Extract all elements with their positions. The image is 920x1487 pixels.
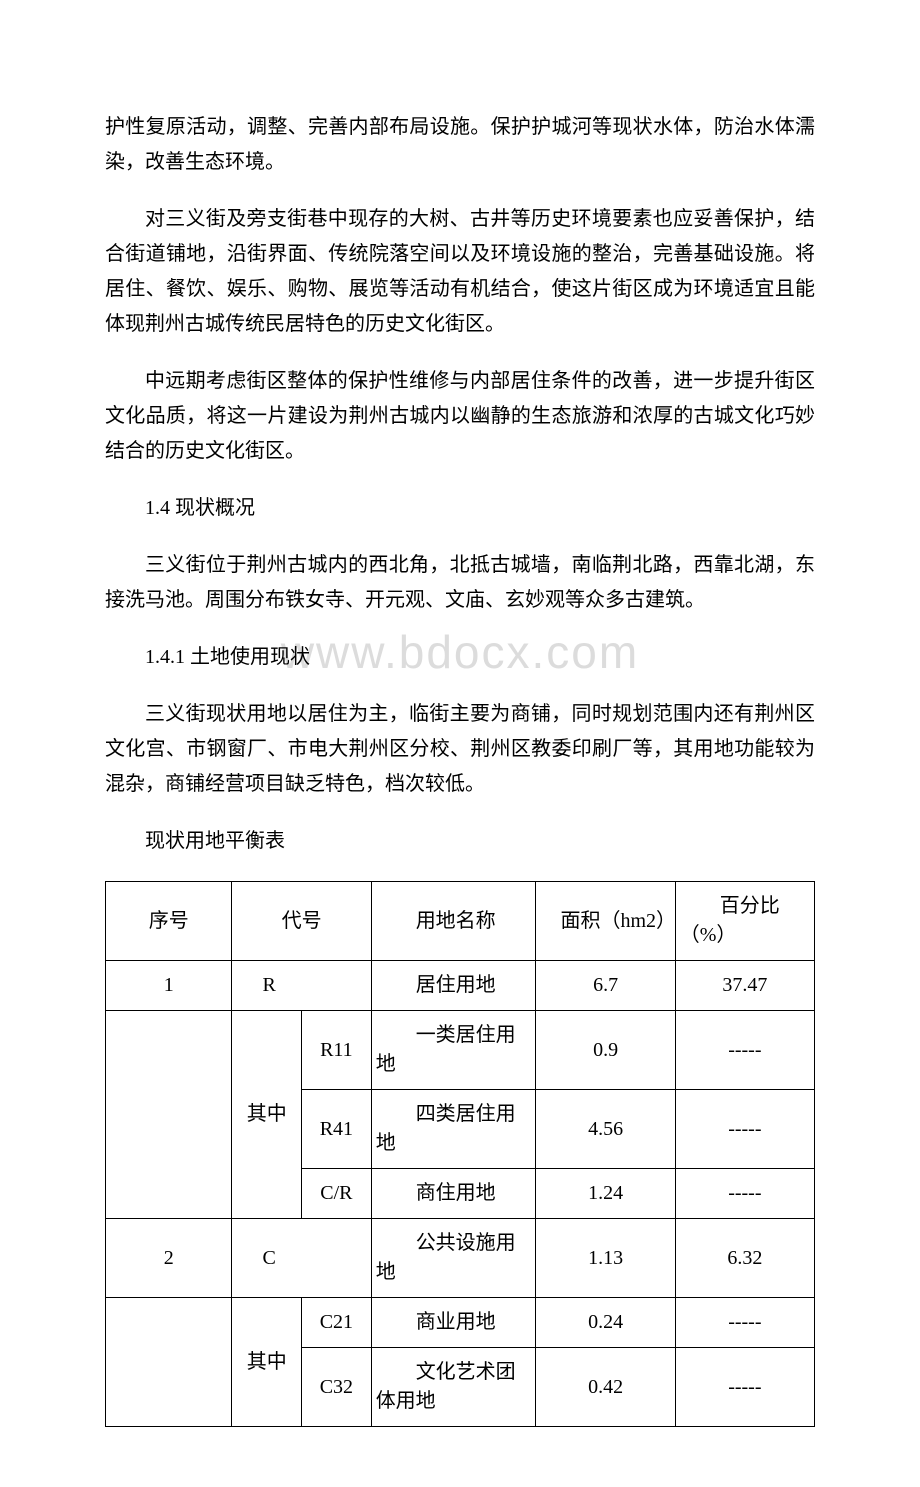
cell-subcode: C32 bbox=[302, 1348, 372, 1427]
cell-area: 0.9 bbox=[536, 1011, 675, 1090]
cell-name: 商业用地 bbox=[371, 1298, 536, 1348]
table-row: 其中 C21 商业用地 0.24 ----- bbox=[106, 1298, 815, 1348]
table-caption: 现状用地平衡表 bbox=[105, 824, 815, 859]
cell-area: 4.56 bbox=[536, 1090, 675, 1169]
cell-code: R bbox=[232, 961, 371, 1011]
cell-dash: ----- bbox=[675, 1348, 814, 1427]
cell-seq: 2 bbox=[106, 1219, 232, 1298]
document-body: 护性复原活动，调整、完善内部布局设施。保护护城河等现状水体，防治水体濡染，改善生… bbox=[105, 110, 815, 1427]
cell-dash: ----- bbox=[675, 1011, 814, 1090]
table-header-row: 序号 代号 用地名称 面积（hm2） 百分比（%） bbox=[106, 882, 815, 961]
cell-dash: ----- bbox=[675, 1169, 814, 1219]
cell-area: 1.24 bbox=[536, 1169, 675, 1219]
table-row: 1 R 居住用地 6.7 37.47 bbox=[106, 961, 815, 1011]
table-row: 2 C 公共设施用地 1.13 6.32 bbox=[106, 1219, 815, 1298]
cell-area: 0.24 bbox=[536, 1298, 675, 1348]
th-name: 用地名称 bbox=[371, 882, 536, 961]
cell-name: 文化艺术团体用地 bbox=[371, 1348, 536, 1427]
table-row: 其中 R11 一类居住用地 0.9 ----- bbox=[106, 1011, 815, 1090]
cell-area: 1.13 bbox=[536, 1219, 675, 1298]
cell-name: 居住用地 bbox=[371, 961, 536, 1011]
section-heading: 1.4.1 土地使用现状 bbox=[105, 640, 815, 675]
cell-pct: 37.47 bbox=[675, 961, 814, 1011]
th-code: 代号 bbox=[232, 882, 371, 961]
cell-group-label: 其中 bbox=[232, 1011, 302, 1219]
cell-seq: 1 bbox=[106, 961, 232, 1011]
section-heading: 1.4 现状概况 bbox=[105, 491, 815, 526]
paragraph: 护性复原活动，调整、完善内部布局设施。保护护城河等现状水体，防治水体濡染，改善生… bbox=[105, 110, 815, 180]
cell-dash: ----- bbox=[675, 1298, 814, 1348]
cell-area: 6.7 bbox=[536, 961, 675, 1011]
cell-seq-empty bbox=[106, 1298, 232, 1427]
paragraph: 对三义街及旁支街巷中现存的大树、古井等历史环境要素也应妥善保护，结合街道铺地，沿… bbox=[105, 202, 815, 342]
paragraph: 中远期考虑街区整体的保护性维修与内部居住条件的改善，进一步提升街区文化品质，将这… bbox=[105, 364, 815, 469]
land-use-table: 序号 代号 用地名称 面积（hm2） 百分比（%） 1 R 居住用地 6.7 3… bbox=[105, 881, 815, 1427]
paragraph: 三义街现状用地以居住为主，临街主要为商铺，同时规划范围内还有荆州区文化宫、市钢窗… bbox=[105, 697, 815, 802]
cell-name: 商住用地 bbox=[371, 1169, 536, 1219]
cell-code: C bbox=[232, 1219, 371, 1298]
th-area: 面积（hm2） bbox=[536, 882, 675, 961]
cell-name: 四类居住用地 bbox=[371, 1090, 536, 1169]
cell-subcode: C21 bbox=[302, 1298, 372, 1348]
th-pct: 百分比（%） bbox=[675, 882, 814, 961]
cell-subcode: R11 bbox=[302, 1011, 372, 1090]
cell-group-label: 其中 bbox=[232, 1298, 302, 1427]
cell-area: 0.42 bbox=[536, 1348, 675, 1427]
cell-pct: 6.32 bbox=[675, 1219, 814, 1298]
cell-name: 公共设施用地 bbox=[371, 1219, 536, 1298]
cell-subcode: R41 bbox=[302, 1090, 372, 1169]
cell-dash: ----- bbox=[675, 1090, 814, 1169]
cell-subcode: C/R bbox=[302, 1169, 372, 1219]
paragraph: 三义街位于荆州古城内的西北角，北抵古城墙，南临荆北路，西靠北湖，东接洗马池。周围… bbox=[105, 548, 815, 618]
th-seq: 序号 bbox=[106, 882, 232, 961]
cell-name: 一类居住用地 bbox=[371, 1011, 536, 1090]
cell-seq-empty bbox=[106, 1011, 232, 1219]
